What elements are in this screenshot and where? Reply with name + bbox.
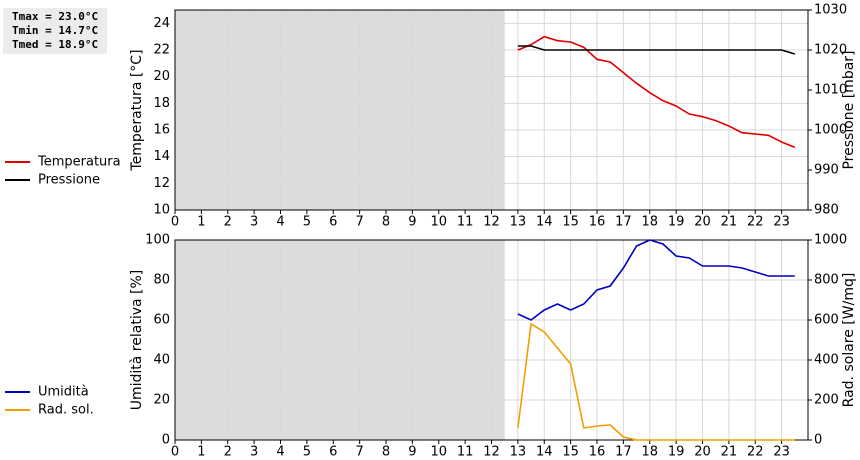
x-tick-label: 16 [589, 215, 606, 230]
legend-label: Umidità [38, 385, 89, 400]
data-line [517, 239, 795, 321]
no-data-region [175, 240, 505, 440]
x-tick-label: 10 [430, 215, 447, 230]
x-tick-label: 7 [355, 215, 363, 230]
x-tick-label: 21 [721, 445, 738, 460]
x-tick-label: 0 [171, 445, 179, 460]
x-tick-label: 9 [408, 445, 416, 460]
x-tick-label: 20 [694, 215, 711, 230]
y-tick-label: 20 [153, 393, 170, 408]
x-tick-label: 6 [329, 445, 337, 460]
x-tick-label: 5 [303, 215, 311, 230]
x-tick-label: 20 [694, 445, 711, 460]
y2-tick-label: 1000 [814, 123, 847, 138]
y-tick-label: 22 [153, 43, 170, 58]
x-tick-label: 23 [773, 445, 790, 460]
x-tick-label: 9 [408, 215, 416, 230]
x-tick-label: 2 [224, 215, 232, 230]
x-tick-label: 1 [197, 215, 205, 230]
data-line [517, 45, 796, 55]
y2-tick-label: 200 [814, 393, 839, 408]
y-tick-label: 80 [153, 273, 170, 288]
x-tick-label: 0 [171, 215, 179, 230]
y2-tick-label: 1020 [814, 43, 847, 58]
x-tick-label: 17 [615, 215, 632, 230]
y-tick-label: 24 [153, 16, 170, 31]
legend-label: Rad. sol. [38, 403, 94, 418]
x-tick-label: 14 [536, 445, 553, 460]
x-tick-label: 1 [197, 445, 205, 460]
x-tick-label: 13 [510, 445, 527, 460]
y2-tick-label: 1030 [814, 3, 847, 18]
plot-border [174, 9, 809, 211]
x-tick-label: 8 [382, 445, 390, 460]
x-tick-label: 23 [773, 215, 790, 230]
x-tick-label: 19 [668, 215, 685, 230]
x-tick-label: 10 [430, 445, 447, 460]
summary-box [3, 8, 107, 54]
x-tick-label: 22 [747, 445, 764, 460]
x-tick-label: 8 [382, 215, 390, 230]
y-tick-label: 12 [153, 176, 170, 191]
y2-tick-label: 980 [814, 203, 839, 218]
legend-label: Temperatura [37, 155, 121, 170]
y2-axis-title: Pressione [mbar] [841, 50, 857, 169]
y-tick-label: 10 [153, 203, 170, 218]
y-tick-label: 16 [153, 123, 170, 138]
y2-tick-label: 1000 [814, 233, 847, 248]
y2-tick-label: 0 [814, 433, 822, 448]
legend-label: Pressione [38, 173, 100, 188]
x-tick-label: 18 [641, 445, 658, 460]
x-tick-label: 13 [510, 215, 527, 230]
summary-line: Tmin = 14.7°C [12, 24, 98, 37]
x-tick-label: 7 [355, 445, 363, 460]
y2-axis-title: Rad. solare [W/mq] [841, 273, 857, 408]
x-tick-label: 2 [224, 445, 232, 460]
x-tick-label: 21 [721, 215, 738, 230]
x-tick-label: 11 [457, 445, 474, 460]
summary-line: Tmed = 18.9°C [12, 38, 98, 51]
data-line [517, 322, 795, 441]
x-tick-label: 15 [562, 215, 579, 230]
y-axis-title: Umidità relativa [%] [129, 270, 145, 411]
y-axis-title: Temperatura [°C] [129, 49, 145, 171]
x-tick-label: 12 [483, 215, 500, 230]
y-tick-label: 60 [153, 313, 170, 328]
data-line [517, 35, 796, 149]
summary-line: Tmax = 23.0°C [12, 10, 98, 23]
no-data-region [175, 10, 505, 210]
y-tick-label: 14 [153, 149, 170, 164]
y-tick-label: 20 [153, 69, 170, 84]
y2-tick-label: 1010 [814, 83, 847, 98]
x-tick-label: 3 [250, 215, 258, 230]
x-tick-label: 18 [641, 215, 658, 230]
y2-tick-label: 990 [814, 163, 839, 178]
y-tick-label: 18 [153, 96, 170, 111]
y2-tick-label: 400 [814, 353, 839, 368]
y2-tick-label: 600 [814, 313, 839, 328]
x-tick-label: 16 [589, 445, 606, 460]
x-tick-label: 12 [483, 445, 500, 460]
x-tick-label: 15 [562, 445, 579, 460]
y2-tick-label: 800 [814, 273, 839, 288]
y-tick-label: 100 [145, 233, 170, 248]
x-tick-label: 6 [329, 215, 337, 230]
plot-border [174, 239, 809, 441]
x-tick-label: 4 [276, 445, 284, 460]
y-tick-label: 40 [153, 353, 170, 368]
x-tick-label: 5 [303, 445, 311, 460]
x-tick-label: 11 [457, 215, 474, 230]
x-tick-label: 22 [747, 215, 764, 230]
y-tick-label: 0 [162, 433, 170, 448]
x-tick-label: 3 [250, 445, 258, 460]
x-tick-label: 14 [536, 215, 553, 230]
x-tick-label: 4 [276, 215, 284, 230]
x-tick-label: 17 [615, 445, 632, 460]
x-tick-label: 19 [668, 445, 685, 460]
